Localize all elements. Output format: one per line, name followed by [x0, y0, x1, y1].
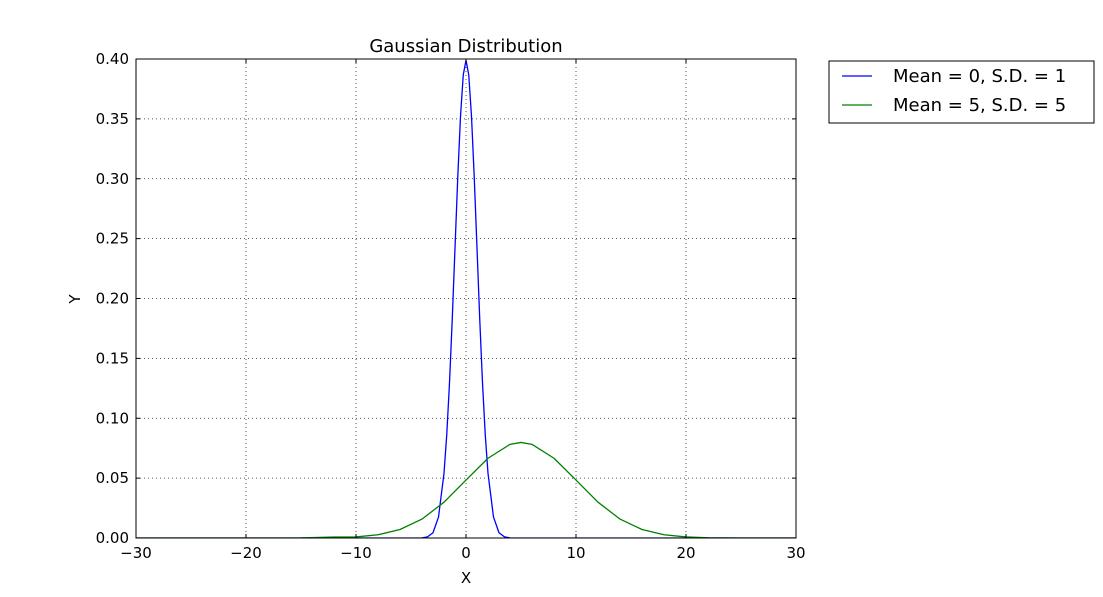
x-tick-label: 20: [676, 544, 695, 562]
x-tick-label: −30: [120, 544, 152, 562]
x-tick-label: 10: [566, 544, 585, 562]
x-tick-label: 0: [461, 544, 471, 562]
x-tick-label: −20: [230, 544, 262, 562]
x-axis-label: X: [461, 569, 471, 587]
y-tick-label: 0.40: [96, 50, 129, 68]
legend-label-series-2: Mean = 5, S.D. = 5: [893, 95, 1066, 116]
y-tick-label: 0.10: [96, 409, 129, 427]
x-tick-label: 30: [786, 544, 805, 562]
chart-title: Gaussian Distribution: [369, 36, 562, 57]
y-tick-labels: 0.00 0.05 0.10 0.15 0.20 0.25 0.30 0.35 0.40: [96, 50, 129, 547]
axis-ticks: [135, 58, 797, 539]
y-tick-label: 0.05: [96, 469, 129, 487]
y-axis-label: Y: [66, 294, 84, 305]
plot-frame: [135, 58, 797, 539]
y-tick-label: 0.00: [96, 529, 129, 547]
x-tick-label: −10: [340, 544, 372, 562]
y-tick-label: 0.25: [96, 230, 129, 248]
series-line-2: [136, 441, 796, 538]
y-tick-label: 0.15: [96, 349, 129, 367]
legend-label-series-1: Mean = 0, S.D. = 1: [893, 66, 1066, 87]
y-tick-label: 0.20: [96, 290, 129, 308]
legend: Mean = 0, S.D. = 1 Mean = 5, S.D. = 5: [828, 60, 1095, 124]
y-tick-label: 0.30: [96, 170, 129, 188]
y-tick-label: 0.35: [96, 110, 129, 128]
legend-box: [828, 60, 1095, 124]
x-tick-labels: −30 −20 −10 0 10 20 30: [120, 544, 805, 562]
grid-lines: [136, 59, 796, 538]
